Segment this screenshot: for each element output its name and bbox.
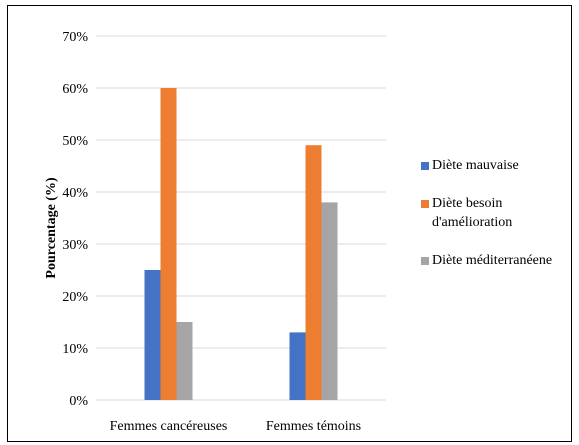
y-tick-label: 70% bbox=[62, 30, 88, 45]
bar-chart: 0% 10% 20% 30% 40% 50% 60% 70% Femmes cancéreus… bbox=[44, 30, 386, 434]
bars bbox=[144, 88, 338, 400]
y-tick-label: 40% bbox=[62, 186, 88, 201]
bar bbox=[144, 270, 161, 400]
chart-frame: 0% 10% 20% 30% 40% 50% 60% 70% Femmes cancéreus… bbox=[7, 5, 572, 442]
legend-label-diete-mauvaise: Diète mauvaise bbox=[432, 158, 519, 173]
legend-swatch-diete-mediterraneene bbox=[421, 257, 429, 265]
category-labels: Femmes cancéreuses Femmes témoins bbox=[110, 419, 362, 434]
gridlines bbox=[96, 35, 386, 401]
y-tick-label: 30% bbox=[62, 238, 88, 253]
y-axis-label: Pourcentage (%) bbox=[44, 177, 59, 279]
y-tick-label: 60% bbox=[62, 82, 88, 97]
category-label: Femmes témoins bbox=[266, 419, 361, 434]
category-label: Femmes cancéreuses bbox=[110, 419, 228, 434]
bar bbox=[289, 332, 306, 400]
legend-swatch-diete-mauvaise bbox=[421, 162, 429, 170]
y-axis-ticks: 0% 10% 20% 30% 40% 50% 60% 70% bbox=[62, 30, 88, 409]
legend-label-diete-mediterraneene: Diète méditerranéene bbox=[432, 253, 553, 268]
bar bbox=[176, 322, 193, 400]
y-tick-label: 50% bbox=[62, 134, 88, 149]
legend-item-diete-mediterraneene: Diète méditerranéene bbox=[421, 251, 571, 270]
legend-item-diete-besoin: Diète besoin d'amélioration bbox=[421, 194, 571, 232]
legend-label-diete-besoin: Diète besoin d'amélioration bbox=[432, 196, 513, 230]
y-tick-label: 0% bbox=[69, 394, 88, 409]
legend-swatch-diete-besoin bbox=[421, 200, 429, 208]
y-tick-label: 10% bbox=[62, 342, 88, 357]
legend: Diète mauvaise Diète besoin d'améliorati… bbox=[421, 156, 571, 289]
bar bbox=[321, 202, 338, 400]
bar bbox=[305, 145, 322, 400]
legend-item-diete-mauvaise: Diète mauvaise bbox=[421, 156, 571, 175]
bar bbox=[160, 88, 177, 400]
y-tick-label: 20% bbox=[62, 290, 88, 305]
